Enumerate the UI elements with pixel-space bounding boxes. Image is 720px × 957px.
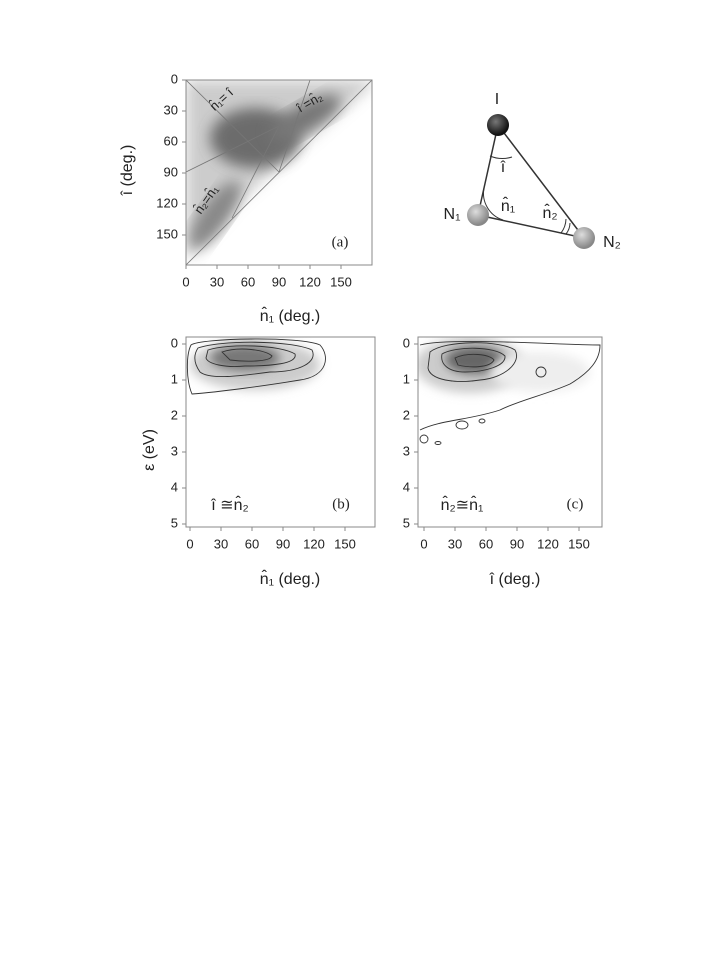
atom-label: N₁	[444, 206, 461, 223]
atom-label: N₂	[603, 234, 621, 251]
x-tick-label: 120	[537, 536, 559, 551]
x-axis-label: n̂₁ (deg.)	[260, 306, 321, 326]
panel-label: (a)	[332, 234, 349, 250]
x-tick-label: 90	[276, 536, 290, 551]
x-tick-label: 90	[510, 536, 524, 551]
x-tick-label: 30	[448, 536, 462, 551]
x-tick-label: 150	[334, 536, 356, 551]
x-tick-label: 60	[245, 536, 259, 551]
plot-frame	[185, 336, 376, 528]
x-tick-label: 120	[299, 274, 321, 289]
y-tick-label: 5	[171, 515, 178, 530]
molecule-diagram: I N₁ N₂ î n̂₁ n̂₂	[444, 91, 621, 251]
x-tick-label: 60	[479, 536, 493, 551]
y-tick-label: 3	[403, 443, 410, 458]
y-tick-label: 1	[171, 371, 178, 386]
y-tick-label: 4	[403, 479, 410, 494]
x-tick-label: 30	[210, 274, 224, 289]
y-tick-label: 0	[403, 335, 410, 350]
x-tick-label: 0	[182, 274, 189, 289]
angle-label: î	[500, 159, 506, 176]
y-tick-label: 0	[171, 71, 178, 86]
atom-label: I	[495, 91, 499, 108]
panel-label: (c)	[567, 496, 584, 512]
annotation: n̂₂≅n̂₁	[441, 495, 484, 515]
x-tick-label: 30	[214, 536, 228, 551]
y-tick-label: 0	[171, 335, 178, 350]
y-tick-label: 3	[171, 443, 178, 458]
panel-label: (b)	[332, 496, 350, 512]
y-tick-label: 2	[171, 407, 178, 422]
plot-frame	[417, 336, 603, 528]
x-tick-label: 0	[420, 536, 427, 551]
angle-label: n̂₁	[501, 196, 515, 216]
y-tick-label: 5	[403, 515, 410, 530]
x-axis-label: n̂₁ (deg.)	[260, 569, 321, 589]
y-tick-label: 30	[164, 102, 178, 117]
x-tick-label: 60	[241, 274, 255, 289]
y-tick-label: 1	[403, 371, 410, 386]
annotation: î ≅n̂₂	[210, 495, 248, 515]
y-tick-label: 90	[164, 164, 178, 179]
y-tick-label: 60	[164, 133, 178, 148]
density-map	[418, 337, 601, 445]
y-tick-label: 2	[403, 407, 410, 422]
x-tick-label: 150	[568, 536, 590, 551]
x-tick-label: 120	[303, 536, 325, 551]
x-axis-label: î (deg.)	[489, 571, 541, 588]
density-map	[186, 338, 326, 395]
x-tick-label: 90	[272, 274, 286, 289]
y-axis-label: ε (eV)	[141, 429, 158, 471]
x-tick-label: 150	[330, 274, 352, 289]
y-tick-label: 120	[156, 195, 178, 210]
y-tick-label: 4	[171, 479, 178, 494]
density-map	[186, 80, 372, 265]
angle-label: n̂₂	[542, 203, 557, 223]
y-tick-label: 150	[156, 226, 178, 241]
x-tick-label: 0	[186, 536, 193, 551]
y-axis-label: î (deg.)	[119, 145, 136, 197]
